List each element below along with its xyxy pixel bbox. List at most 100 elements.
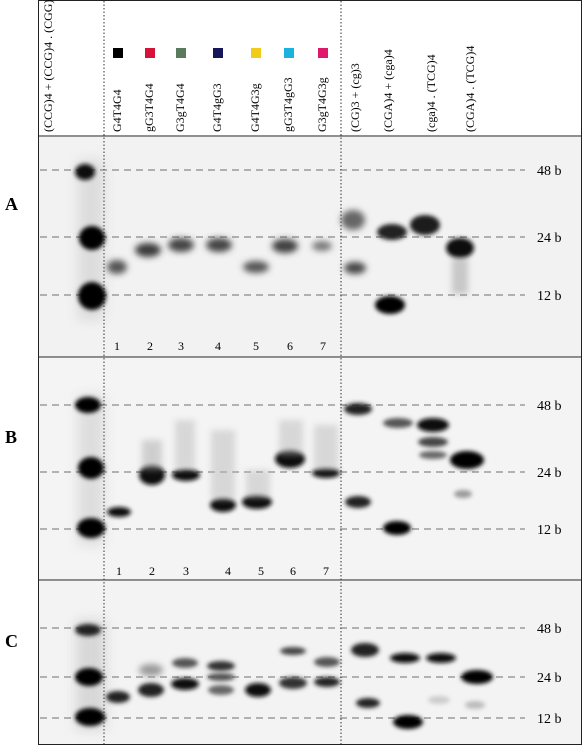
- panel-c-band-cga-b: [426, 653, 456, 663]
- panel-c-band-lane-7-top: [314, 657, 340, 667]
- panel-b-lane-number-1: 1: [116, 564, 122, 578]
- header-lane-2: gG3T4G4: [142, 83, 156, 132]
- panel-c-band-lane-5: [245, 683, 271, 697]
- panel-b-band-lane-4: [210, 498, 236, 512]
- panel-a-lane-number-3: 3: [178, 339, 184, 353]
- panel-b-marker-12: [77, 518, 105, 538]
- panel-b-size-12: 12 b: [537, 523, 562, 538]
- header-lane-3: G3gT4G4: [173, 83, 187, 132]
- panel-b: 1 2 3 4 5 6 7 B 48 b 24 b 12 b: [5, 395, 562, 578]
- panel-c-gel: [39, 581, 581, 744]
- swatch-lane-4: [213, 48, 223, 58]
- panel-a-letter: A: [5, 194, 18, 214]
- header-lane-7: G3gT4G3g: [315, 77, 329, 132]
- swatch-lane-5: [251, 48, 261, 58]
- panel-a-size-24: 24 b: [537, 231, 562, 246]
- header-lane-6: gG3T4gG3: [281, 77, 295, 132]
- panel-b-gel: [39, 358, 581, 580]
- panel-c-band-lane-1: [106, 691, 130, 703]
- panel-b-band-cga-a-low: [383, 521, 411, 535]
- panel-b-band-lane-1: [107, 507, 131, 517]
- panel-b-lane-number-3: 3: [183, 564, 189, 578]
- panel-a-band-lane-3: [168, 238, 194, 252]
- panel-b-band-cga-b-top: [417, 418, 449, 432]
- panel-c-band-lane-3-upper: [172, 658, 198, 668]
- panel-c-band-lane-6-top: [280, 647, 306, 655]
- header-lane-cg3: (CG)3 + (cg)3: [348, 63, 362, 132]
- panel-a-size-48: 48 b: [537, 164, 562, 179]
- panel-b-band-cga-c-faint: [454, 490, 472, 498]
- panel-a-lane-number-6: 6: [287, 339, 293, 353]
- panel-a-band-cg3-top: [341, 210, 365, 230]
- panel-a-lane-number-1: 1: [114, 339, 120, 353]
- panel-a-lane-numbers: 1 2 3 4 5 6 7: [114, 339, 326, 353]
- panel-b-smear-lane-6: [279, 420, 303, 455]
- panel-b-lane-number-5: 5: [258, 564, 264, 578]
- panel-b-band-lane-7: [312, 468, 340, 478]
- panel-c-band-lane-6-low: [279, 677, 307, 689]
- panel-a-marker-12: [78, 282, 106, 310]
- header-lane-1: G4T4G4: [110, 89, 124, 132]
- panel-c-band-lane-2: [138, 683, 164, 697]
- panel-b-lane-number-2: 2: [149, 564, 155, 578]
- panel-b-band-cg3-low: [345, 496, 371, 508]
- panel-c-band-cga-c-faint: [465, 701, 485, 709]
- panel-b-band-cga-c: [450, 451, 484, 469]
- header-marker-lane: (CCG)4 + (CCG)4 . (CGG)4 + (CCG)8 . (CGG…: [41, 0, 55, 132]
- panel-c-size-12: 12 b: [537, 712, 562, 727]
- panel-a-band-lane-7: [312, 241, 332, 251]
- panel-c-band-cga-a-low: [393, 715, 423, 729]
- panel-c-band-lane-7-low: [314, 677, 340, 687]
- panel-c-band-lane-2-faint: [139, 664, 163, 676]
- panel-c-band-cga-c: [461, 670, 493, 684]
- panel-c-band-cga-a-top: [390, 653, 420, 663]
- panel-c-band-lane-4-low: [208, 685, 234, 695]
- panel-b-band-cga-b-mid: [418, 437, 448, 447]
- panel-b-band-cg3-top: [344, 403, 372, 415]
- panel-c-size-48: 48 b: [537, 622, 562, 637]
- panel-c-band-cga-b-faint: [428, 696, 450, 704]
- panel-c-letter: C: [5, 631, 18, 651]
- header-lane-5: G4T4G3g: [248, 83, 262, 132]
- panel-c-marker-48: [75, 624, 101, 636]
- panel-c-size-24: 24 b: [537, 671, 562, 686]
- panel-a-marker-24: [79, 226, 105, 250]
- panel-c: C 48 b 24 b 12 b: [5, 620, 562, 730]
- panel-a-lane-number-7: 7: [320, 339, 326, 353]
- swatch-lane-2: [145, 48, 155, 58]
- panel-b-smear-lane-3: [175, 420, 195, 470]
- header-lane-cga4-c: (CGA)4 . (TCG)4: [463, 46, 477, 132]
- column-headers: (CCG)4 + (CCG)4 . (CGG)4 + (CCG)8 . (CGG…: [41, 0, 477, 132]
- panel-a-band-cga-a-top: [377, 224, 407, 240]
- panel-c-band-cg3-top: [351, 643, 379, 657]
- panel-a-size-12: 12 b: [537, 289, 562, 304]
- panel-a-marker-48: [75, 164, 95, 180]
- swatch-lane-3: [176, 48, 186, 58]
- header-lane-cga4-b: (cga)4 . (TCG)4: [424, 54, 438, 132]
- swatch-lane-1: [113, 48, 123, 58]
- swatch-lane-6: [284, 48, 294, 58]
- panel-a-band-lane-2: [135, 243, 161, 257]
- panel-a-band-cg3-low: [344, 262, 366, 274]
- header-lane-cga4-a: (CGA)4 + (cga)4: [381, 49, 395, 132]
- panel-b-lane-number-6: 6: [290, 564, 296, 578]
- panel-a-band-lane-4: [206, 238, 232, 252]
- panel-a-lane-number-2: 2: [147, 339, 153, 353]
- panel-b-band-lane-3: [172, 469, 200, 481]
- panel-b-smear-lane-2: [142, 440, 162, 470]
- swatch-lane-7: [318, 48, 328, 58]
- panel-b-band-cga-b-low: [419, 451, 447, 459]
- panel-c-band-lane-3: [171, 678, 199, 690]
- panel-c-marker-12: [75, 708, 105, 726]
- panel-b-band-lane-5: [242, 495, 272, 509]
- panel-a-band-lane-1: [107, 260, 127, 274]
- panel-a-gel: [39, 137, 581, 357]
- panel-b-smear-lane-5: [246, 470, 270, 498]
- panel-a-lane-number-5: 5: [253, 339, 259, 353]
- panel-b-size-24: 24 b: [537, 466, 562, 481]
- panel-a-lane-number-4: 4: [215, 339, 221, 353]
- panel-c-band-lane-4-mid: [207, 673, 235, 681]
- panel-a: 1 2 3 4 5 6 7 A 48 b 24 b 12 b: [5, 160, 562, 353]
- panel-a-band-cga-a-low: [375, 296, 405, 314]
